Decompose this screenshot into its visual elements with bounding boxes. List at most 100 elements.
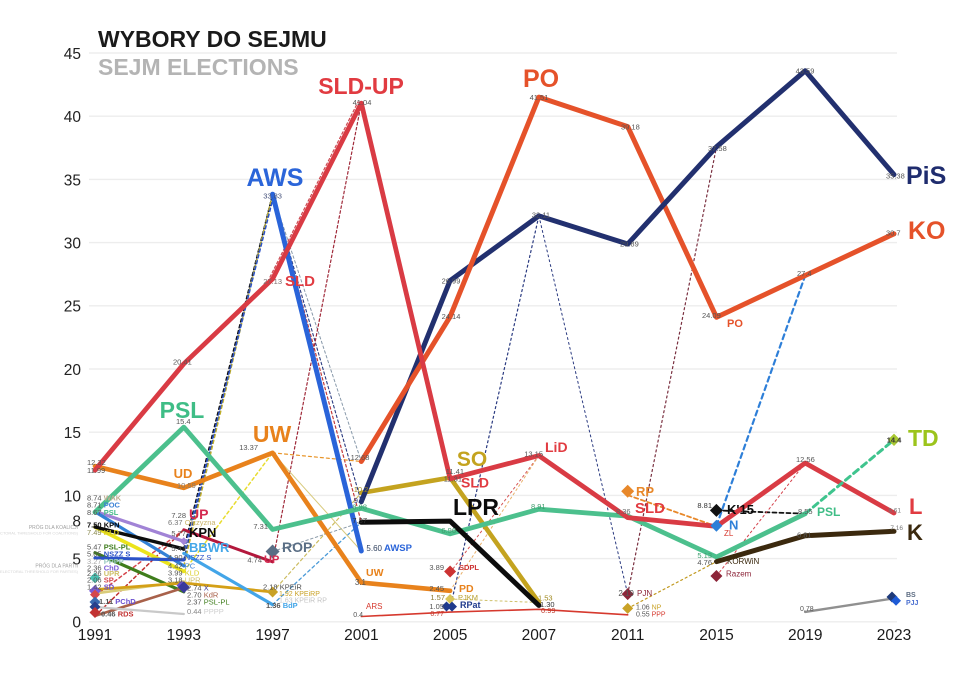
svg-text:WYBORY DO SEJMU: WYBORY DO SEJMU xyxy=(98,26,327,52)
svg-text:BBWR: BBWR xyxy=(189,540,230,555)
svg-text:LPR: LPR xyxy=(453,494,499,520)
svg-text:2019: 2019 xyxy=(788,627,822,644)
svg-text:K'15: K'15 xyxy=(727,502,754,517)
svg-text:10: 10 xyxy=(64,488,82,505)
svg-text:8.71 POC: 8.71 POC xyxy=(87,501,121,510)
svg-text:45: 45 xyxy=(64,46,81,63)
svg-text:SO: SO xyxy=(457,448,487,471)
svg-text:4.42 PC: 4.42 PC xyxy=(168,562,196,571)
svg-text:3.89: 3.89 xyxy=(429,563,444,572)
svg-text:2.06 SP: 2.06 SP xyxy=(87,576,114,585)
svg-text:PSL: PSL xyxy=(160,397,205,423)
svg-text:AWS: AWS xyxy=(247,164,304,192)
svg-text:ZL: ZL xyxy=(724,529,734,538)
svg-text:5.41: 5.41 xyxy=(171,544,186,553)
svg-text:TD: TD xyxy=(908,425,939,451)
svg-text:5.47 PSL-PL: 5.47 PSL-PL xyxy=(87,543,131,552)
svg-text:11.41: 11.41 xyxy=(446,467,464,476)
svg-text:7.31: 7.31 xyxy=(253,522,268,531)
svg-text:3.27 PPPP: 3.27 PPPP xyxy=(87,557,124,566)
svg-text:2005: 2005 xyxy=(433,627,467,644)
svg-text:2007: 2007 xyxy=(522,627,556,644)
svg-text:20: 20 xyxy=(64,362,82,379)
svg-text:1.92 KPEiRP: 1.92 KPEiRP xyxy=(279,591,320,598)
svg-text:5.05 NSZZ S: 5.05 NSZZ S xyxy=(87,550,130,559)
svg-text:7.49 KLD: 7.49 KLD xyxy=(87,528,120,537)
svg-text:13.37: 13.37 xyxy=(239,443,258,452)
svg-text:2023: 2023 xyxy=(877,627,911,644)
svg-text:PJN: PJN xyxy=(637,589,652,598)
svg-text:1.42 SD: 1.42 SD xyxy=(87,583,115,592)
svg-text:2.26 UPR: 2.26 UPR xyxy=(87,569,120,578)
svg-text:5.60: 5.60 xyxy=(366,544,382,553)
svg-text:37.58: 37.58 xyxy=(708,144,727,153)
svg-text:KO: KO xyxy=(908,217,946,245)
svg-text:32.11: 32.11 xyxy=(532,211,550,220)
svg-text:5: 5 xyxy=(72,552,81,569)
svg-text:4.90 NSZZ S: 4.90 NSZZ S xyxy=(168,553,211,562)
svg-text:24.14: 24.14 xyxy=(442,312,461,321)
svg-text:1.53: 1.53 xyxy=(538,594,553,603)
svg-text:8.36: 8.36 xyxy=(616,507,631,516)
svg-text:15.4: 15.4 xyxy=(176,417,191,426)
svg-text:AWSP: AWSP xyxy=(384,543,413,554)
svg-text:BS: BS xyxy=(906,592,916,599)
svg-text:14.4: 14.4 xyxy=(887,436,902,445)
svg-text:(ELECTORAL THRESHOLD FOR COALI: (ELECTORAL THRESHOLD FOR COALITIONS) xyxy=(0,531,79,536)
svg-text:2.18 KPEiR: 2.18 KPEiR xyxy=(263,583,302,592)
svg-text:3.99 KLD: 3.99 KLD xyxy=(168,569,200,578)
svg-text:SLD: SLD xyxy=(285,273,315,290)
svg-text:2.36 ChD: 2.36 ChD xyxy=(87,564,120,573)
svg-text:8.67 PSL: 8.67 PSL xyxy=(87,508,119,517)
svg-text:2.74 X: 2.74 X xyxy=(187,584,209,593)
svg-text:UD: UD xyxy=(174,466,193,481)
svg-text:KORWiN: KORWiN xyxy=(727,557,760,566)
svg-text:8.55: 8.55 xyxy=(798,507,813,516)
svg-text:2015: 2015 xyxy=(699,627,733,644)
svg-text:33.83: 33.83 xyxy=(263,192,282,201)
svg-text:9.5: 9.5 xyxy=(354,496,364,505)
svg-text:PSL: PSL xyxy=(817,505,840,519)
svg-text:41.51: 41.51 xyxy=(530,93,549,102)
svg-text:4.76: 4.76 xyxy=(697,558,712,567)
svg-text:27.4: 27.4 xyxy=(797,269,812,278)
svg-text:1991: 1991 xyxy=(78,627,112,644)
svg-text:12.32: 12.32 xyxy=(87,458,106,467)
svg-text:20.41: 20.41 xyxy=(173,358,192,367)
svg-text:8.61: 8.61 xyxy=(888,508,901,515)
svg-text:UP: UP xyxy=(189,506,208,522)
svg-text:0,78: 0,78 xyxy=(800,606,814,613)
svg-text:1.63 KPEiR RP: 1.63 KPEiR RP xyxy=(279,598,327,605)
svg-text:RP: RP xyxy=(636,484,654,499)
svg-text:SLD-UP: SLD-UP xyxy=(318,73,404,99)
svg-text:SDPL: SDPL xyxy=(459,563,479,572)
svg-text:8.98: 8.98 xyxy=(352,503,367,512)
svg-text:SLD: SLD xyxy=(461,475,489,491)
svg-text:1.05: 1.05 xyxy=(429,602,444,611)
svg-text:2.37 PSL-PL: 2.37 PSL-PL xyxy=(187,598,230,607)
svg-text:6.37 Ojczyzna: 6.37 Ojczyzna xyxy=(168,518,216,527)
svg-text:PiS: PiS xyxy=(906,162,946,190)
svg-text:40: 40 xyxy=(64,109,82,126)
svg-text:0.99: 0.99 xyxy=(541,606,556,615)
svg-text:15: 15 xyxy=(64,425,81,442)
svg-text:6.96: 6.96 xyxy=(441,526,456,535)
svg-text:PRÓG DLA KOALICJI: PRÓG DLA KOALICJI xyxy=(29,524,78,531)
svg-text:1.11 PChD: 1.11 PChD xyxy=(99,597,136,606)
svg-text:7.28: 7.28 xyxy=(171,511,186,520)
svg-text:13.15: 13.15 xyxy=(524,450,543,459)
svg-text:8: 8 xyxy=(72,514,81,531)
svg-text:1993: 1993 xyxy=(167,627,201,644)
svg-text:7.87: 7.87 xyxy=(352,516,367,525)
svg-text:0.46 RDS: 0.46 RDS xyxy=(101,610,134,619)
svg-text:10.59: 10.59 xyxy=(177,481,196,490)
svg-text:SLD: SLD xyxy=(635,500,665,517)
svg-text:1.30: 1.30 xyxy=(540,600,555,609)
svg-text:ARS: ARS xyxy=(366,602,382,611)
svg-text:6.81: 6.81 xyxy=(797,531,812,540)
svg-text:0.4: 0.4 xyxy=(353,612,363,619)
svg-text:2.45: 2.45 xyxy=(429,584,444,593)
svg-text:UW: UW xyxy=(253,421,292,447)
svg-text:41.04: 41.04 xyxy=(353,98,372,107)
svg-text:39.18: 39.18 xyxy=(621,123,640,132)
